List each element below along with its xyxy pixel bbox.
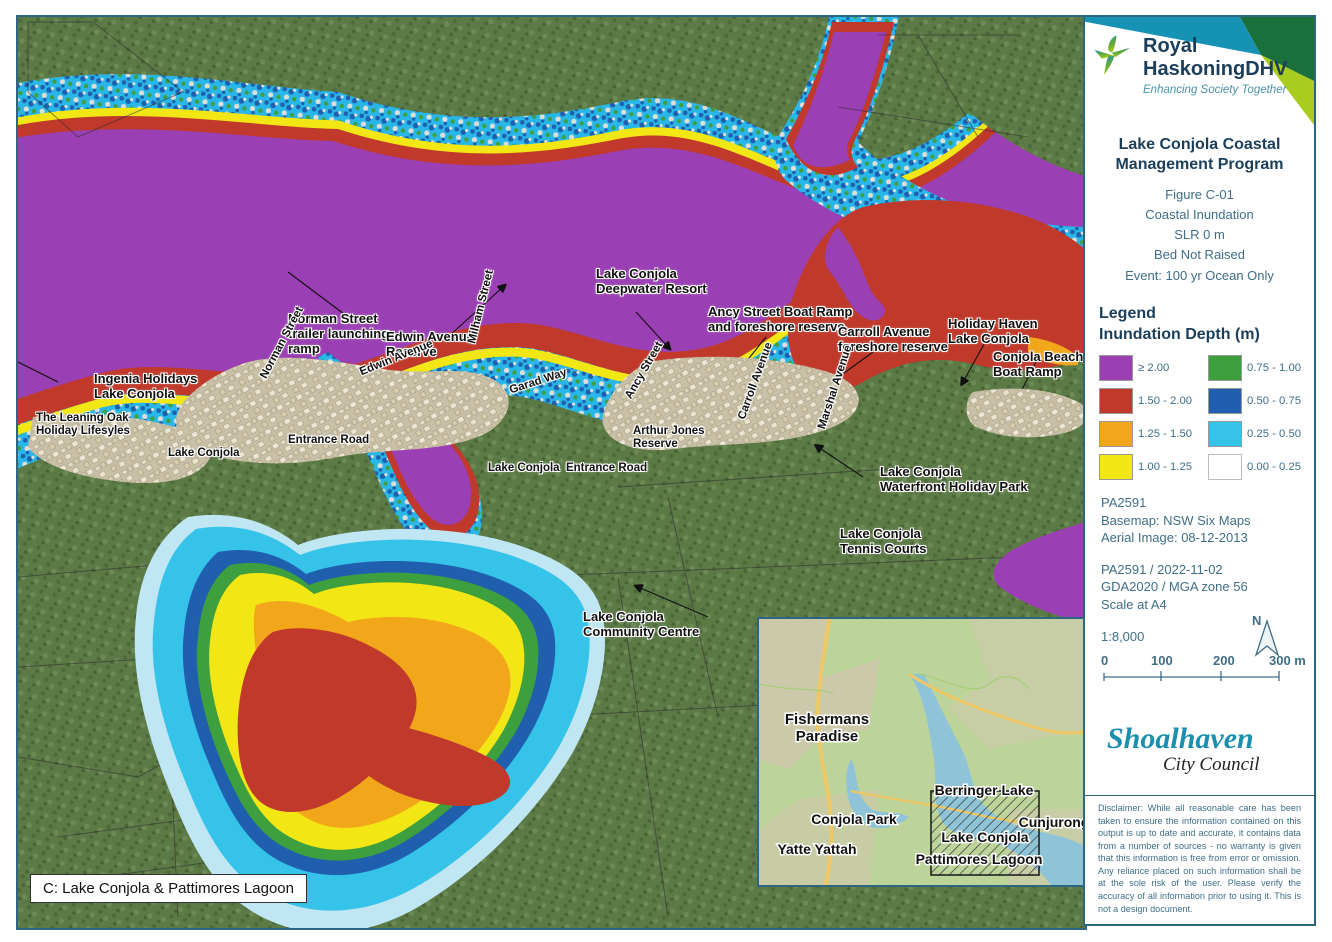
- svg-text:N: N: [1252, 615, 1261, 628]
- svg-text:200: 200: [1213, 653, 1235, 668]
- svg-text:Yatte Yattah: Yatte Yattah: [777, 841, 856, 857]
- svg-text:Lake Conjola: Lake Conjola: [941, 829, 1028, 845]
- svg-text:Fishermans: Fishermans: [785, 711, 869, 728]
- svg-text:Conjola Park: Conjola Park: [811, 811, 897, 827]
- svg-text:City Council: City Council: [1163, 754, 1260, 775]
- svg-text:Pattimores Lagoon: Pattimores Lagoon: [916, 851, 1043, 867]
- svg-text:Berringer Lake: Berringer Lake: [935, 782, 1034, 798]
- svg-text:Paradise: Paradise: [796, 728, 859, 745]
- svg-text:Shoalhaven: Shoalhaven: [1107, 722, 1254, 755]
- svg-text:Cunjurong: Cunjurong: [1019, 814, 1087, 830]
- svg-text:100: 100: [1151, 653, 1173, 668]
- svg-text:0: 0: [1101, 653, 1108, 668]
